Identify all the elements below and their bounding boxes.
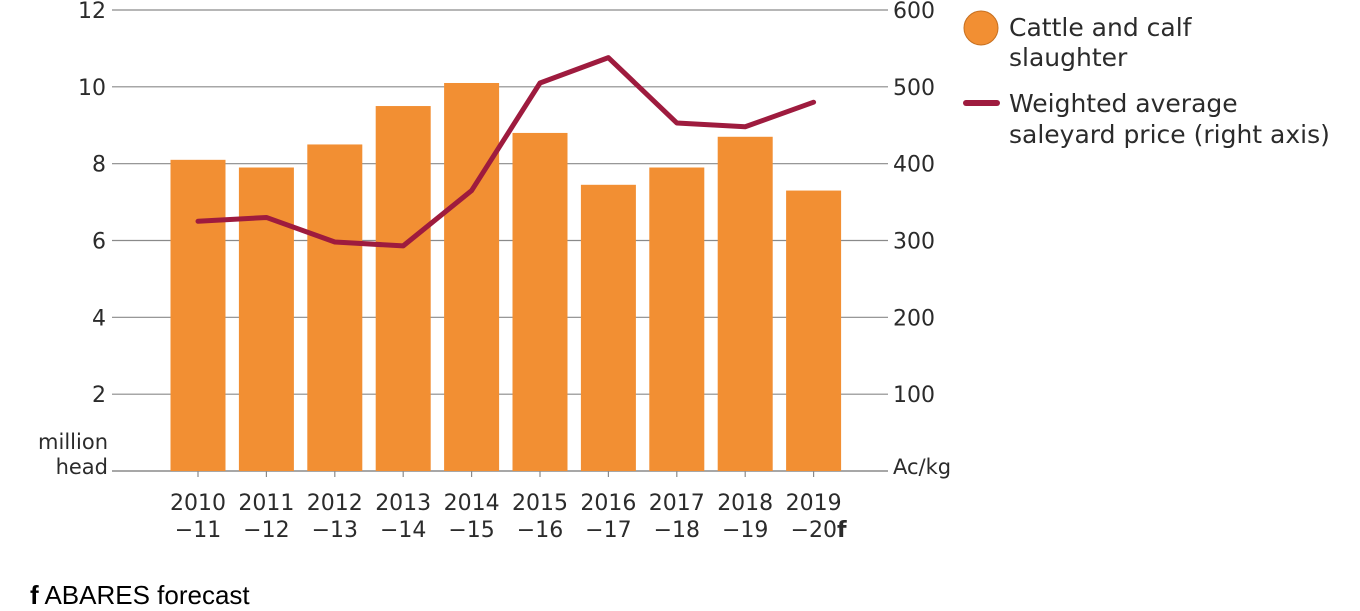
- x-tick-label-year: 2019: [786, 491, 842, 516]
- x-tick-label-span: −18: [654, 518, 700, 543]
- legend-bar-label-line2: slaughter: [1009, 43, 1128, 72]
- x-tick-label-span: −14: [380, 518, 426, 543]
- bar-2014: [444, 83, 499, 471]
- bar-2017: [649, 168, 704, 471]
- left-tick-label: 2: [92, 383, 106, 408]
- x-tick-label-span: −17: [585, 518, 631, 543]
- x-tick-label-year: 2015: [512, 491, 568, 516]
- x-tick-label-span: −16: [517, 518, 563, 543]
- bar-2019: [786, 191, 841, 471]
- x-tick-label-span: −19: [722, 518, 768, 543]
- x-tick-label-year: 2018: [717, 491, 773, 516]
- x-tick-label-year: 2016: [580, 491, 636, 516]
- x-tick-label-span: −11: [175, 518, 221, 543]
- bar-2018: [718, 137, 773, 471]
- left-axis-label-line2: head: [56, 455, 108, 479]
- bar-2016: [581, 185, 636, 471]
- right-tick-label: 200: [893, 306, 935, 331]
- bar-2012: [307, 144, 362, 471]
- x-tick-label-year: 2017: [649, 491, 705, 516]
- bar-2010: [171, 160, 226, 471]
- bar-2015: [513, 133, 568, 471]
- right-axis-ticks: 100 200 300 400 500 600: [893, 0, 935, 408]
- x-tick-label-span: −13: [312, 518, 358, 543]
- left-axis-ticks: 2 4 6 8 10 12: [78, 0, 106, 408]
- left-tick-label: 8: [92, 153, 106, 178]
- footnote-marker: f: [30, 580, 39, 610]
- forecast-marker: f: [837, 518, 847, 543]
- x-tick-label-year: 2012: [307, 491, 363, 516]
- left-tick-label: 6: [92, 230, 106, 255]
- footnote: f ABARES forecast: [30, 580, 250, 611]
- right-tick-label: 400: [893, 153, 935, 178]
- right-axis-label: Ac/kg: [893, 455, 951, 479]
- right-tick-label: 300: [893, 230, 935, 255]
- footnote-text: ABARES forecast: [39, 580, 250, 610]
- left-tick-label: 10: [78, 76, 106, 101]
- x-tick-label-span: −12: [243, 518, 289, 543]
- x-axis-labels: 2010−112011−122012−132013−142014−152015−…: [170, 471, 847, 543]
- x-tick-label-span: −15: [448, 518, 494, 543]
- right-tick-label: 600: [893, 0, 935, 24]
- legend-bar-marker: [964, 11, 998, 45]
- left-axis-label-line1: million: [38, 430, 108, 454]
- x-tick-label-year: 2011: [238, 491, 294, 516]
- legend: Cattle and calf slaughter Weighted avera…: [964, 11, 1330, 149]
- legend-bar-label-line1: Cattle and calf: [1009, 13, 1193, 42]
- left-tick-label: 12: [78, 0, 106, 24]
- legend-line-label-line2: saleyard price (right axis): [1009, 120, 1330, 149]
- x-tick-label-year: 2010: [170, 491, 226, 516]
- bar-2013: [376, 106, 431, 471]
- x-tick-label-year: 2013: [375, 491, 431, 516]
- bar-2011: [239, 168, 294, 471]
- x-tick-label-span: −20f: [791, 518, 847, 543]
- legend-line-label-line1: Weighted average: [1009, 89, 1238, 118]
- right-tick-label: 500: [893, 76, 935, 101]
- right-tick-label: 100: [893, 383, 935, 408]
- left-tick-label: 4: [92, 306, 106, 331]
- x-tick-label-year: 2014: [444, 491, 500, 516]
